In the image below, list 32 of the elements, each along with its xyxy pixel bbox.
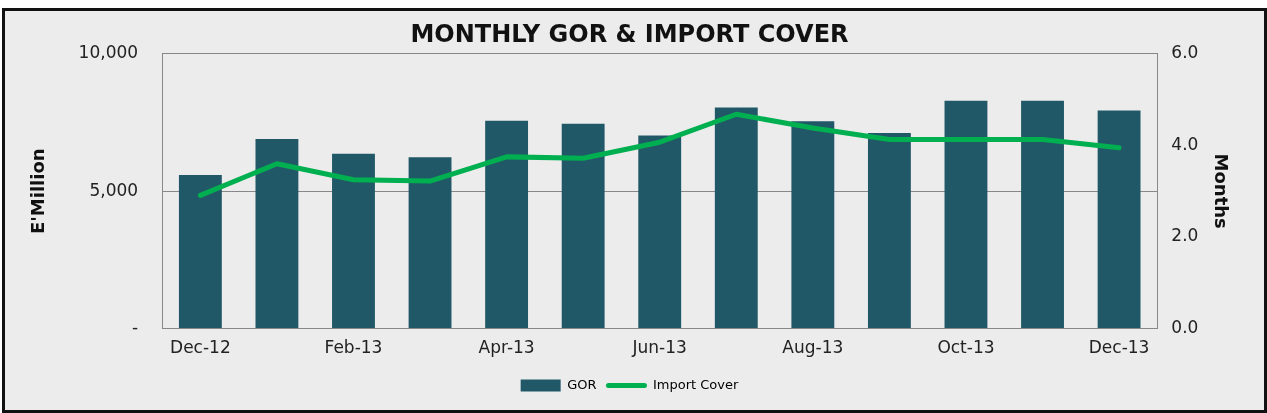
x-tick-label: Apr-13 bbox=[478, 337, 535, 358]
x-tick-label: Jun-13 bbox=[631, 337, 687, 358]
x-tick-label: Dec-13 bbox=[1088, 337, 1150, 358]
y2-tick-label: 4.0 bbox=[1171, 133, 1199, 154]
bar bbox=[638, 135, 682, 329]
y2-tick-label: 6.0 bbox=[1171, 42, 1199, 63]
bar bbox=[1021, 100, 1064, 329]
y-tick-label: - bbox=[131, 317, 139, 338]
y-tick-label: 10,000 bbox=[78, 42, 139, 63]
x-tick-label: Feb-13 bbox=[324, 337, 383, 358]
legend-label: GOR bbox=[567, 376, 597, 392]
bar bbox=[1097, 110, 1141, 329]
y-tick-label: 5,000 bbox=[89, 179, 139, 200]
chart-title: MONTHLY GOR & IMPORT COVER bbox=[410, 19, 849, 48]
y2-axis-title: Months bbox=[1210, 153, 1232, 229]
x-tick-label: Dec-12 bbox=[170, 337, 231, 358]
bar bbox=[791, 121, 835, 329]
x-tick-label: Oct-13 bbox=[937, 337, 995, 358]
bar bbox=[561, 123, 605, 329]
bar bbox=[255, 138, 299, 329]
x-tick-label: Aug-13 bbox=[782, 337, 844, 358]
bar bbox=[714, 107, 758, 329]
bar bbox=[332, 153, 375, 329]
bar bbox=[178, 174, 222, 329]
y-axis-title: E'Million bbox=[27, 148, 49, 234]
bar bbox=[408, 157, 452, 329]
legend-label: Import Cover bbox=[653, 376, 739, 392]
bar bbox=[944, 100, 988, 329]
bar bbox=[485, 120, 529, 329]
y2-tick-label: 0.0 bbox=[1171, 317, 1199, 338]
y2-tick-label: 2.0 bbox=[1171, 225, 1199, 246]
bar bbox=[867, 132, 911, 329]
